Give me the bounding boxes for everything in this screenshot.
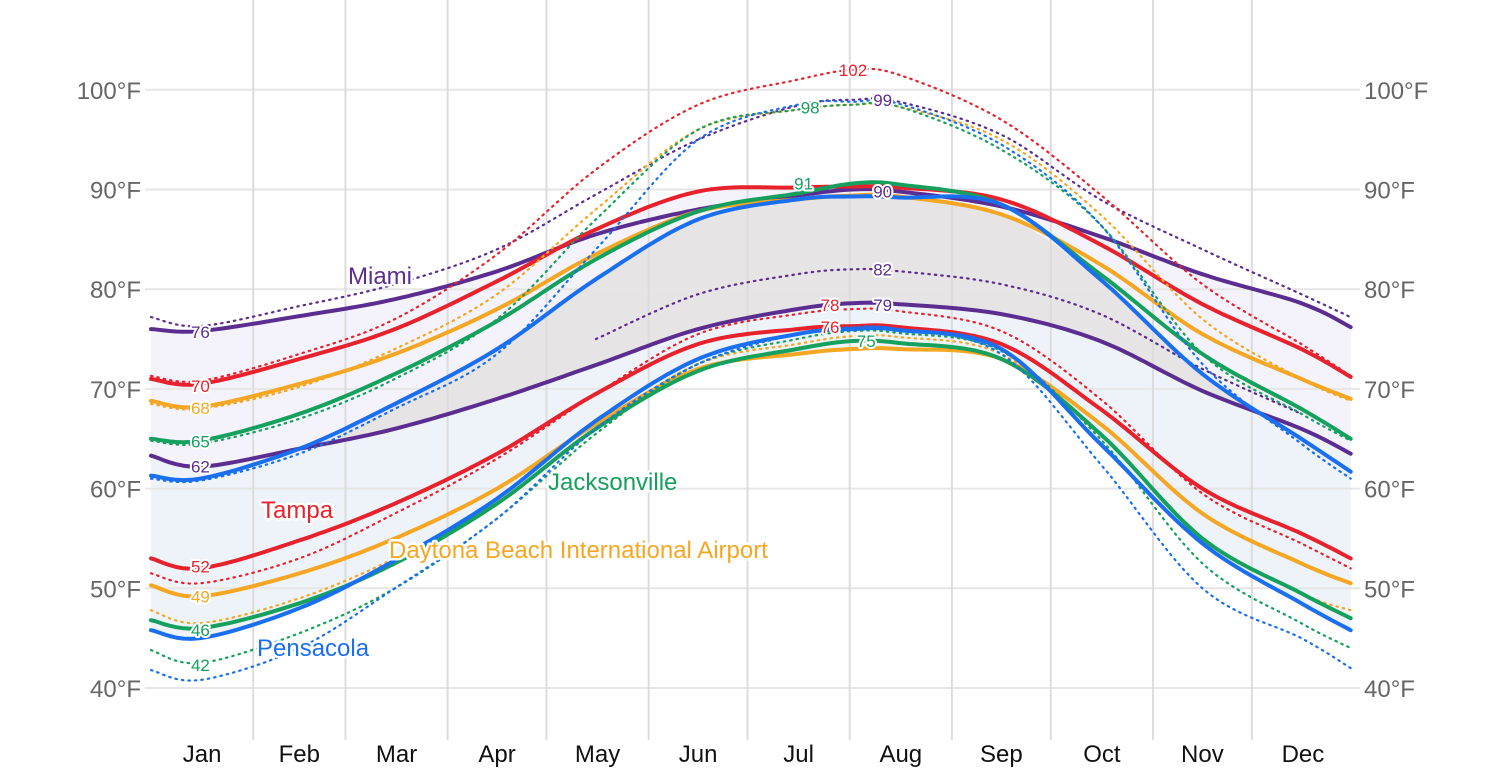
value-label: 99 xyxy=(873,91,892,110)
avg-low-line xyxy=(149,323,1353,571)
value-label: 68 xyxy=(191,399,210,418)
value-label: 49 xyxy=(191,587,210,606)
series-label-tampa: Tampa xyxy=(261,497,334,524)
avg-high-line xyxy=(149,194,1353,483)
p90-high-line xyxy=(149,97,1352,328)
series-pensacola xyxy=(149,98,1353,682)
value-label: 91 xyxy=(794,175,813,194)
x-tick-label: Sep xyxy=(980,741,1023,768)
value-label: 65 xyxy=(191,433,210,452)
y-tick-label-left: 90°F xyxy=(90,178,141,205)
avg-high-line xyxy=(149,192,1353,410)
p90-high-line xyxy=(149,98,1352,484)
y-tick-label-right: 60°F xyxy=(1364,477,1415,504)
y-tick-label-left: 50°F xyxy=(90,576,141,603)
value-label: 76 xyxy=(820,318,839,337)
curves xyxy=(149,67,1353,682)
x-tick-label: Jun xyxy=(679,741,718,768)
p10-low-line xyxy=(149,325,1352,682)
x-tick-label: Jul xyxy=(783,741,814,768)
p10-low-line xyxy=(149,307,1352,585)
series-label-jacksonville: Jacksonville xyxy=(548,469,677,496)
series-tampa xyxy=(149,67,1353,585)
x-tick-label: May xyxy=(575,741,620,768)
y-axis-left: 40°F 50°F 60°F 70°F 80°F 90°F 100°F xyxy=(77,78,141,703)
y-tick-label-right: 40°F xyxy=(1364,676,1415,703)
p90-high-line xyxy=(149,67,1352,383)
x-tick-label: Jan xyxy=(183,741,222,768)
value-label: 76 xyxy=(191,323,210,342)
y-tick-label-right: 50°F xyxy=(1364,576,1415,603)
value-labels: 76 70 68 65 62 52 49 46 42 102 98 99 91 90 82 78 79 76 75 M… xyxy=(189,59,894,677)
value-label: 46 xyxy=(191,621,210,640)
y-tick-label-right: 100°F xyxy=(1364,78,1428,105)
value-label: 98 xyxy=(801,99,820,118)
band-fills xyxy=(151,182,1351,639)
y-tick-label-left: 60°F xyxy=(90,477,141,504)
p10-low-line xyxy=(149,333,1352,625)
series-label-miami: Miami xyxy=(348,263,412,290)
value-label: 70 xyxy=(191,377,210,396)
value-label: 90 xyxy=(873,182,892,201)
x-axis: Jan Feb Mar Apr May Jun Jul Aug Sep Oct Nov Dec xyxy=(183,741,1325,768)
x-tick-label: Dec xyxy=(1282,741,1325,768)
x-tick-label: Feb xyxy=(279,741,320,768)
value-label: 75 xyxy=(857,332,876,351)
series-label-pensacola: Pensacola xyxy=(257,635,370,662)
p90-low-line xyxy=(594,267,1303,415)
y-tick-label-right: 80°F xyxy=(1364,277,1415,304)
y-tick-label-left: 70°F xyxy=(90,377,141,404)
avg-low-line xyxy=(149,300,1353,469)
value-label: 42 xyxy=(191,656,210,675)
y-tick-label-left: 80°F xyxy=(90,277,141,304)
y-tick-label-right: 90°F xyxy=(1364,178,1415,205)
avg-high-line xyxy=(149,180,1353,445)
y-tick-label-left: 100°F xyxy=(77,78,141,105)
p10-low-line xyxy=(149,329,1352,665)
value-label: 82 xyxy=(873,260,892,279)
x-tick-label: Oct xyxy=(1083,741,1121,768)
x-tick-label: Aug xyxy=(879,741,922,768)
value-label: 102 xyxy=(839,61,867,80)
avg-low-line xyxy=(149,326,1353,641)
y-tick-label-left: 40°F xyxy=(90,676,141,703)
avg-high-line xyxy=(149,184,1353,387)
series-label-daytona: Daytona Beach International Airport xyxy=(389,537,768,564)
x-tick-label: Nov xyxy=(1181,741,1224,768)
y-tick-label-right: 70°F xyxy=(1364,377,1415,404)
value-label: 79 xyxy=(873,296,892,315)
x-tick-label: Mar xyxy=(376,741,417,768)
value-label: 78 xyxy=(820,296,839,315)
value-label: 52 xyxy=(191,557,210,576)
x-tick-label: Apr xyxy=(478,741,515,768)
value-label: 62 xyxy=(191,458,210,477)
y-axis-right: 40°F 50°F 60°F 70°F 80°F 90°F 100°F xyxy=(1364,78,1428,703)
